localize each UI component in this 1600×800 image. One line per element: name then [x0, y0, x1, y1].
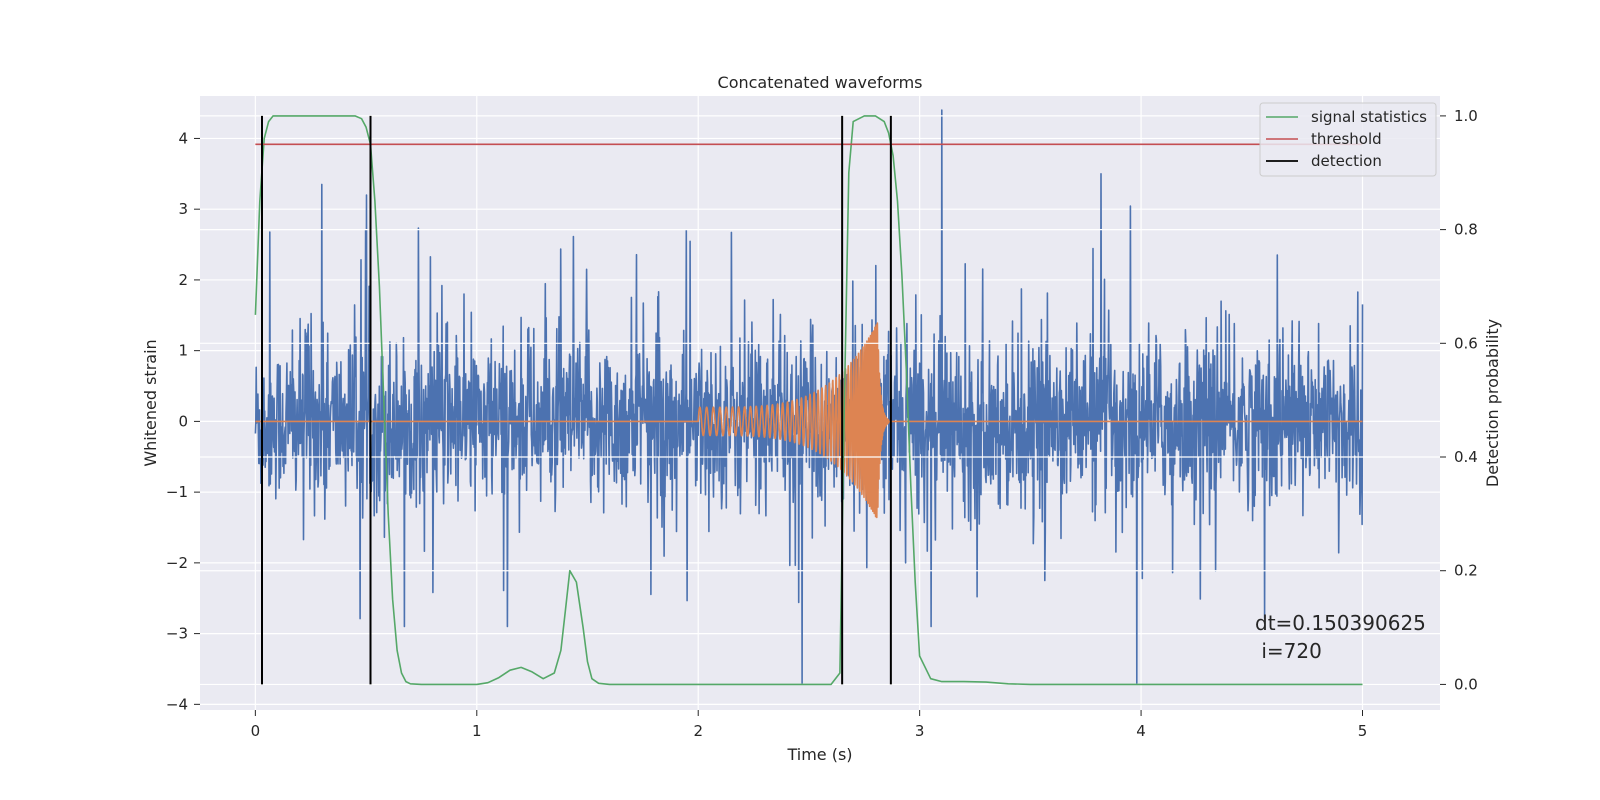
y-tick-label-7: 3 [178, 200, 188, 218]
y2-tick-label-1: 0.2 [1454, 562, 1478, 580]
y-tick-label-1: −3 [166, 625, 188, 643]
y2-tick-label-4: 0.8 [1454, 221, 1478, 239]
x-tick-label-0: 0 [251, 722, 261, 740]
y2-tick-label-5: 1.0 [1454, 107, 1478, 125]
right-axis-series [254, 115, 1363, 686]
y2-tick-label-3: 0.6 [1454, 334, 1478, 352]
y-tick-label-3: −1 [166, 483, 188, 501]
legend-label-signal-statistics: signal statistics [1311, 108, 1427, 126]
x-tick-label-1: 1 [472, 722, 482, 740]
y-axis-label: Whitened strain [141, 339, 160, 466]
y2-tick-label-2: 0.4 [1454, 448, 1478, 466]
axis-ticks: 0 1 2 3 4 5 −4 −3 −2 −1 0 1 2 3 4 0.0 0.2 0.4 0.6 0.8 1.0 [166, 107, 1478, 740]
legend-label-detection: detection [1311, 152, 1382, 170]
y-tick-label-2: −2 [166, 554, 188, 572]
secondary-gridlines [200, 115, 1440, 686]
signal-statistics-line [254, 115, 1363, 686]
x-tick-label-4: 4 [1136, 722, 1146, 740]
y2-tick-label-0: 0.0 [1454, 675, 1478, 693]
legend-label-threshold: threshold [1311, 130, 1382, 148]
x-tick-label-5: 5 [1358, 722, 1368, 740]
y-tick-label-6: 2 [178, 271, 188, 289]
y2-axis-label: Detection probability [1483, 319, 1502, 487]
annotation-dt: dt=0.150390625 [1255, 611, 1426, 635]
chart-title: Concatenated waveforms [718, 73, 923, 92]
y-tick-label-4: 0 [178, 412, 188, 430]
x-tick-label-3: 3 [915, 722, 925, 740]
annotation-i: i=720 [1255, 639, 1322, 663]
y-tick-label-0: −4 [166, 695, 188, 713]
x-axis-label: Time (s) [786, 745, 852, 764]
y-tick-label-8: 4 [178, 129, 188, 147]
y-tick-label-5: 1 [178, 342, 188, 360]
chirp-line [255, 322, 1363, 519]
legend-box [1259, 102, 1437, 177]
legend: signal statistics threshold detection [1259, 102, 1437, 177]
injected-waveform-series [255, 322, 1363, 519]
x-tick-label-2: 2 [693, 722, 703, 740]
